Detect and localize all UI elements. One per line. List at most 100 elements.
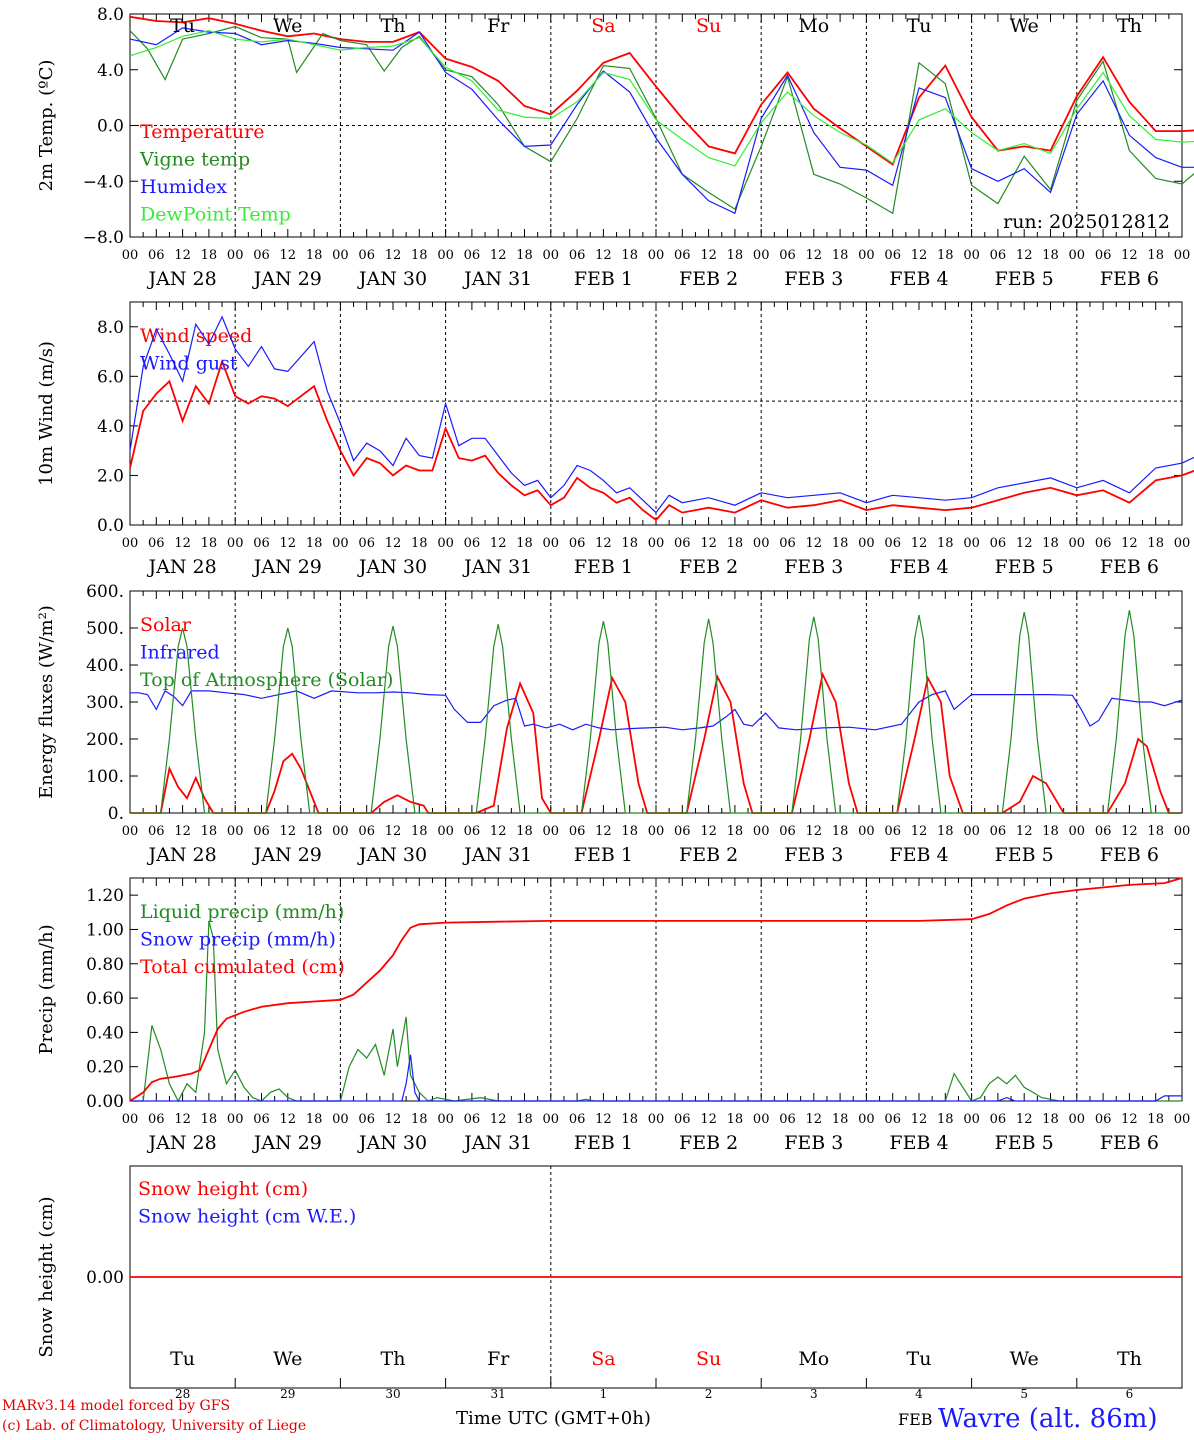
date-label: FEB 3 (784, 844, 843, 866)
hour-tick-label: 00 (1069, 536, 1086, 551)
hour-tick-label: 00 (1174, 536, 1191, 551)
hour-tick-label: 12 (174, 824, 191, 839)
date-label: JAN 29 (252, 556, 322, 578)
hour-tick-label: 18 (727, 1112, 744, 1127)
weekday-label: We (1010, 1348, 1039, 1370)
y-tick-label: 500. (86, 619, 124, 639)
hour-tick-label: 00 (227, 824, 244, 839)
hour-tick-label: 06 (358, 248, 375, 263)
y-tick-label: 0.80 (86, 955, 124, 975)
weekday-label: Tu (907, 1348, 932, 1370)
hour-tick-label: 00 (963, 824, 980, 839)
hour-tick-label: 06 (358, 824, 375, 839)
hour-tick-label: 06 (569, 824, 586, 839)
hour-tick-label: 06 (990, 536, 1007, 551)
hour-tick-label: 12 (595, 536, 612, 551)
hour-tick-label: 00 (963, 536, 980, 551)
hour-tick-label: 18 (832, 824, 849, 839)
hour-tick-label: 00 (227, 536, 244, 551)
weekday-label: Th (1117, 15, 1142, 37)
day-number-label: 30 (385, 1387, 400, 1401)
hour-tick-label: 00 (227, 248, 244, 263)
series-line-humidex (129, 27, 1194, 215)
day-number-label: 1 (600, 1387, 608, 1401)
hour-tick-label: 06 (674, 824, 691, 839)
hour-tick-label: 06 (464, 824, 481, 839)
day-number-label: 28 (175, 1387, 190, 1401)
hour-tick-label: 06 (464, 248, 481, 263)
hour-tick-label: 00 (1174, 248, 1191, 263)
hour-tick-label: 12 (490, 536, 507, 551)
credit-line-2: (c) Lab. of Climatology, University of L… (2, 1418, 307, 1434)
day-number-label: 6 (1126, 1387, 1134, 1401)
legend-entry: Liquid precip (mm/h) (140, 901, 344, 923)
location-label: Wavre (alt. 86m) (938, 1404, 1158, 1434)
hour-tick-label: 12 (595, 248, 612, 263)
hour-tick-label: 06 (464, 1112, 481, 1127)
y-tick-label: 8.0 (97, 318, 124, 338)
weekday-label: Th (1117, 1348, 1142, 1370)
y-tick-label: 300. (86, 693, 124, 713)
series-line-wind-speed (129, 358, 1194, 522)
hour-tick-label: 18 (1147, 824, 1164, 839)
hour-tick-label: 12 (806, 248, 823, 263)
weekday-label: Th (381, 1348, 406, 1370)
hour-tick-label: 06 (569, 1112, 586, 1127)
date-label: FEB 3 (784, 268, 843, 290)
date-label: JAN 31 (462, 844, 532, 866)
date-label: JAN 30 (357, 268, 427, 290)
hour-tick-label: 06 (148, 248, 165, 263)
y-axis-label: Precip (mm/h) (36, 924, 57, 1054)
date-label: JAN 28 (147, 268, 217, 290)
date-label: JAN 31 (462, 1132, 532, 1154)
hour-tick-label: 12 (490, 248, 507, 263)
hour-tick-label: 06 (990, 824, 1007, 839)
hour-tick-label: 12 (174, 1112, 191, 1127)
date-label: JAN 29 (252, 1132, 322, 1154)
y-tick-label: 100. (86, 767, 124, 787)
hour-tick-label: 00 (1069, 248, 1086, 263)
hour-tick-label: 12 (911, 248, 928, 263)
hour-tick-label: 18 (201, 536, 218, 551)
hour-tick-label: 06 (990, 1112, 1007, 1127)
hour-tick-label: 06 (884, 824, 901, 839)
hour-tick-label: 06 (779, 824, 796, 839)
hour-tick-label: 12 (490, 824, 507, 839)
legend-entry: Vigne temp (139, 149, 250, 171)
date-label: FEB 5 (995, 1132, 1054, 1154)
day-number-label: 2 (705, 1387, 713, 1401)
y-tick-label: 4.0 (97, 61, 124, 81)
hour-tick-label: 06 (884, 248, 901, 263)
hour-tick-label: 06 (358, 1112, 375, 1127)
legend-entry: DewPoint Temp (140, 204, 291, 226)
date-label: FEB 3 (784, 1132, 843, 1154)
hour-tick-label: 18 (1147, 1112, 1164, 1127)
legend-entry: Solar (140, 614, 192, 636)
hour-tick-label: 00 (122, 536, 139, 551)
hour-tick-label: 06 (779, 1112, 796, 1127)
hour-tick-label: 00 (858, 1112, 875, 1127)
date-label: FEB 4 (889, 844, 948, 866)
hour-tick-label: 18 (621, 824, 638, 839)
hour-tick-label: 18 (306, 1112, 323, 1127)
hour-tick-label: 00 (437, 536, 454, 551)
weekday-label: Su (696, 15, 721, 37)
weekday-label: We (1010, 15, 1039, 37)
hour-tick-label: 18 (937, 824, 954, 839)
y-axis-label: Energy fluxes (W/m²) (36, 605, 57, 799)
hour-tick-label: 12 (280, 1112, 297, 1127)
weekday-label: We (273, 15, 302, 37)
date-label: FEB 4 (889, 556, 948, 578)
hour-tick-label: 12 (174, 536, 191, 551)
hour-tick-label: 18 (1147, 536, 1164, 551)
y-tick-label: 0.60 (86, 989, 124, 1009)
hour-tick-label: 18 (306, 248, 323, 263)
weekday-label: Su (696, 1348, 721, 1370)
date-label: JAN 31 (462, 556, 532, 578)
date-label: JAN 28 (147, 1132, 217, 1154)
legend-entry: Snow height (cm W.E.) (138, 1206, 356, 1228)
hour-tick-label: 00 (648, 1112, 665, 1127)
hour-tick-label: 00 (1069, 1112, 1086, 1127)
date-label: JAN 28 (147, 844, 217, 866)
hour-tick-label: 00 (227, 1112, 244, 1127)
